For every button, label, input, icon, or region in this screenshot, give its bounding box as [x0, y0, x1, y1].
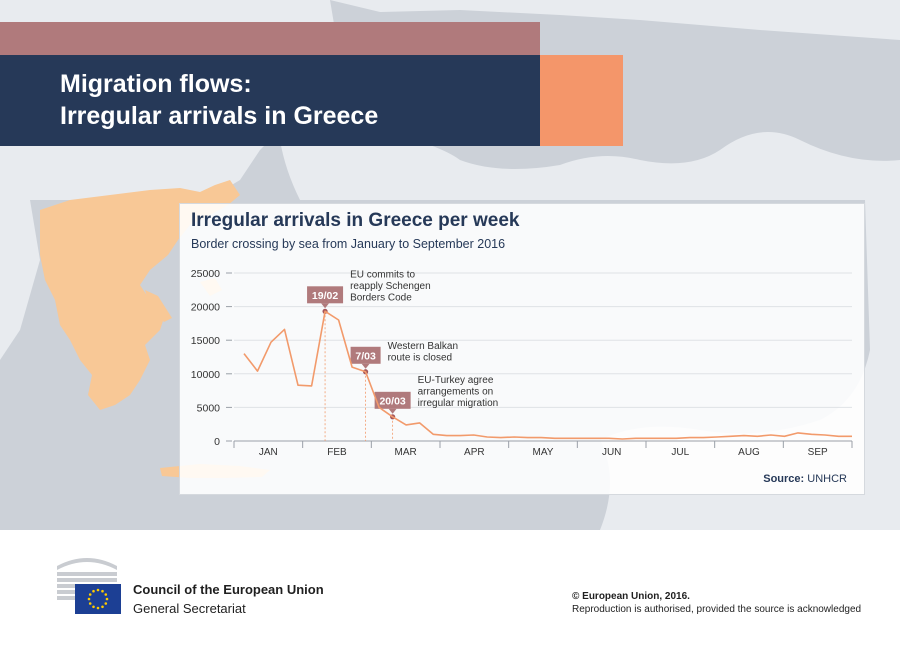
eu-star-icon: [96, 588, 100, 592]
annotation-text: Western Balkan: [388, 341, 458, 352]
y-tick-label: 5000: [197, 402, 221, 414]
greece-land: [40, 180, 240, 410]
annotation-date: 19/02: [312, 290, 338, 302]
y-tick-label: 15000: [191, 335, 220, 347]
x-tick-label: APR: [464, 447, 485, 458]
annotation-date: 20/03: [379, 395, 405, 407]
annotation-box: [374, 391, 411, 409]
annotation-text: reapply Schengen: [350, 281, 431, 292]
page-title-line-2: Irregular arrivals in Greece: [60, 102, 379, 130]
series-line: [243, 310, 852, 440]
annotation-text: EU commits to: [350, 269, 415, 280]
x-tick-label: MAY: [533, 447, 554, 458]
footer: [0, 530, 900, 650]
eu-star-icon: [92, 589, 95, 593]
annotation-box: [307, 286, 344, 304]
source-label: Source:: [763, 473, 805, 485]
annotation-text: EU-Turkey agree: [418, 375, 494, 386]
land-west-coast: [0, 200, 40, 360]
annotation-text: Borders Code: [350, 292, 412, 303]
annotation-text: irregular migration: [418, 398, 499, 409]
header-stripe: [0, 22, 540, 55]
annotation-box: [350, 346, 381, 364]
y-tick-label: 0: [214, 436, 220, 448]
eu-star-icon: [104, 602, 108, 605]
eu-star-icon: [101, 605, 104, 609]
x-tick-label: AUG: [738, 447, 760, 458]
annotation-date: 7/03: [355, 350, 376, 362]
source-value: UNHCR: [807, 473, 847, 485]
chart-title: Irregular arrivals in Greece per week: [191, 210, 520, 231]
annotation-pointer: [321, 303, 330, 309]
org-name: Council of the European Union: [133, 582, 324, 597]
header-band: [0, 55, 540, 146]
annotation-pointer: [361, 363, 370, 369]
eu-star-icon: [101, 589, 104, 593]
y-tick-label: 20000: [191, 302, 220, 314]
chart-source: Source: UNHCR: [763, 473, 847, 485]
x-tick-label: SEP: [808, 447, 828, 458]
x-axis: JAN FEB MAR APR MAY JUN JUL AUG SEP: [233, 441, 853, 458]
reproduction-notice: Reproduction is authorised, provided the…: [572, 604, 862, 615]
grid-layer: [234, 272, 852, 442]
y-axis-ticks: 25000 20000 15000 10000 5000 0: [191, 268, 232, 448]
y-tick-label: 25000: [191, 268, 220, 280]
land-black-sea: [280, 126, 900, 200]
greek-island-evia: [145, 290, 172, 322]
header-accent: [540, 55, 623, 146]
series-layer: [243, 310, 852, 440]
annotation-pointer: [388, 408, 397, 414]
x-tick-label: MAR: [395, 447, 417, 458]
chart-subtitle: Border crossing by sea from January to S…: [191, 237, 506, 251]
eu-star-icon: [88, 602, 92, 605]
x-tick-label: JAN: [259, 447, 278, 458]
page-title-line-1: Migration flows:: [60, 70, 252, 98]
eu-star-icon: [105, 597, 109, 601]
page-title: Migration flows: Irregular arrivals in G…: [60, 68, 530, 132]
chart-card: [179, 203, 865, 495]
x-tick-label: JUL: [671, 447, 689, 458]
y-tick-label: 10000: [191, 369, 220, 381]
eu-star-icon: [96, 606, 100, 610]
annotation-text: route is closed: [388, 352, 452, 363]
eu-star-icon: [92, 605, 95, 609]
annotation-text: arrangements on: [418, 386, 494, 397]
eu-star-icon: [104, 593, 108, 596]
council-logo: [57, 558, 121, 614]
org-subtitle: General Secretariat: [133, 601, 246, 616]
eu-star-icon: [87, 597, 91, 601]
x-tick-label: JUN: [602, 447, 621, 458]
copyright: © European Union, 2016.: [572, 591, 690, 602]
x-tick-label: FEB: [327, 447, 347, 458]
land-europe-north: [330, 0, 900, 40]
line-chart: 25000 20000 15000 10000 5000 0 JAN FEB MAR APR MA…: [191, 268, 853, 458]
eu-star-icon: [88, 593, 92, 596]
